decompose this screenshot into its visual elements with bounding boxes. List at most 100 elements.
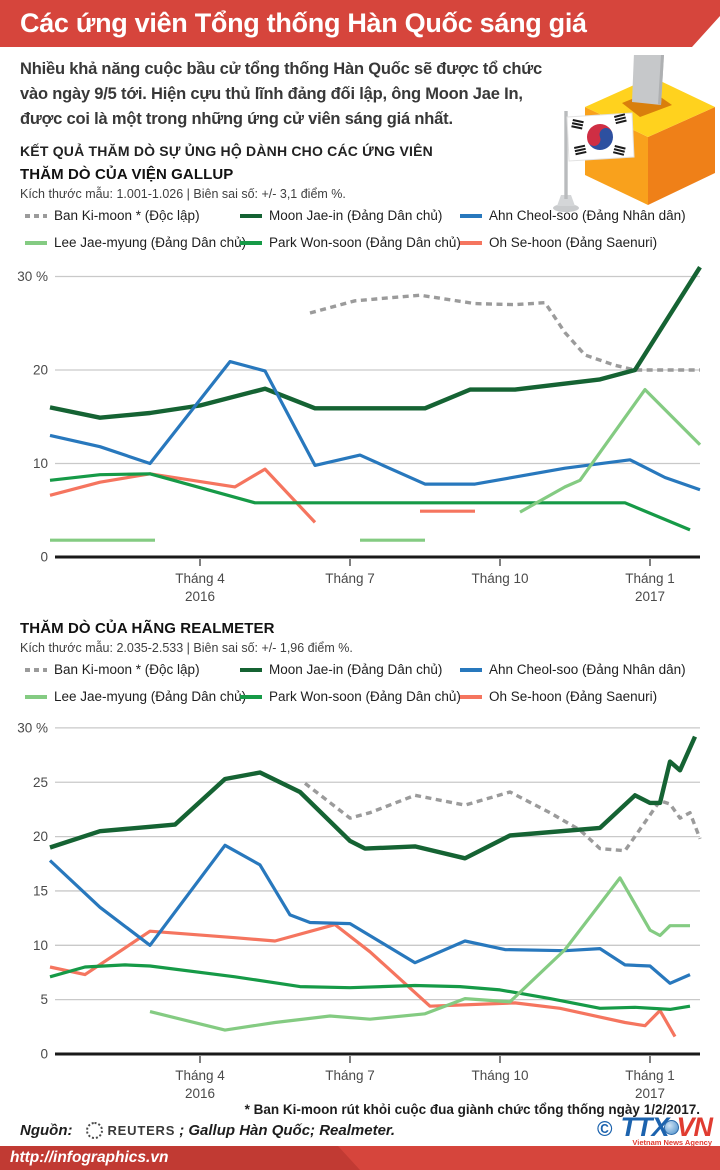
source-label: Nguồn: [20,1122,73,1139]
x-axis-tick-label: Tháng 10 [471,571,528,586]
series-line-moon [49,266,702,420]
line-swatch-icon [240,240,262,245]
y-axis-label: 30 % [17,269,48,284]
series-line-park [49,963,691,1012]
x-axis-year-label: 2017 [635,589,665,604]
x-axis-year-label: 2016 [185,1086,215,1101]
line-swatch-icon [460,694,482,699]
series-line-ahn [48,843,691,985]
flag-trigrams [571,113,627,156]
ttxvn-logo: © TTX VN Vietnam News Agency [597,1112,713,1147]
legend-row: Ban Ki-moon * (Độc lập) Moon Jae-in (Đảng… [25,656,705,683]
legend-item-lee: Lee Jae-myung (Đảng Dân chủ) [25,689,246,704]
legend-row: Lee Jae-myung (Đảng Dân chủ) Park Won-soo… [25,683,705,710]
x-axis-year-label: 2017 [635,1086,665,1101]
footer-bar: http://infographics.vn [0,1146,720,1170]
legend-label: Park Won-soon (Đảng Dân chủ) [269,689,461,704]
y-axis-label: 5 [40,992,48,1007]
vn-text: VN [676,1112,713,1142]
legend-item-oh: Oh Se-hoon (Đảng Saenuri) [460,235,657,250]
x-axis-tick-label: Tháng 4 [175,571,225,586]
realmeter-legend: Ban Ki-moon * (Độc lập) Moon Jae-in (Đảng… [25,656,705,710]
gallup-sample-note: Kích thước mẫu: 1.001-1.026 | Biên sai s… [20,187,346,201]
y-axis-label: 25 [33,775,48,790]
legend-label: Ban Ki-moon * (Độc lập) [54,208,200,223]
series-line-moon [49,735,698,861]
copyright-icon: © [597,1117,613,1141]
legend-label: Oh Se-hoon (Đảng Saenuri) [489,235,658,250]
legend-label: Ban Ki-moon * (Độc lập) [54,662,200,677]
footer-url[interactable]: http://infographics.vn [10,1149,169,1166]
globe-icon [664,1120,680,1135]
line-swatch-icon [240,694,262,699]
line-swatch-icon [240,213,262,218]
legend-item-moon: Moon Jae-in (Đảng Dân chủ) [240,208,460,223]
legend-row: Ban Ki-moon * (Độc lập) Moon Jae-in (Đảng… [25,202,705,229]
legend-item-ban: Ban Ki-moon * (Độc lập) [25,208,240,223]
y-axis-label: 10 [33,938,48,953]
source-row: Nguồn: REUTERS ; Gallup Hàn Quốc; Realme… [20,1122,395,1139]
y-axis-label: 20 [33,829,48,844]
x-axis-year-label: 2016 [185,589,215,604]
realmeter-plot: 0 5 10 15 20 25 30 % Tháng 4 2016 Tháng 7 Tháng 10… [17,720,702,1101]
section-title: KẾT QUẢ THĂM DÒ SỰ ỦNG HỘ DÀNH CHO CÁC Ứ… [20,143,433,159]
flag-pole [564,111,568,199]
x-axis-tick-label: Tháng 7 [325,571,375,586]
page-title: Các ứng viên Tổng thống Hàn Quốc sáng gi… [20,8,587,38]
legend-item-ahn: Ahn Cheol-soo (Đảng Nhân dân) [460,662,686,677]
legend-item-ban: Ban Ki-moon * (Độc lập) [25,662,240,677]
x-axis-tick-label: Tháng 1 [625,1068,675,1083]
reuters-logo: REUTERS [86,1122,175,1139]
ballot-paper-edge [658,55,664,105]
legend-item-lee: Lee Jae-myung (Đảng Dân chủ) [25,235,246,250]
reuters-globe-icon [86,1122,104,1139]
legend-label: Moon Jae-in (Đảng Dân chủ) [269,662,443,677]
x-axis-tick-label: Tháng 7 [325,1068,375,1083]
series-line-lee [149,876,690,1032]
y-axis-label: 0 [40,550,48,565]
legend-item-oh: Oh Se-hoon (Đảng Saenuri) [460,689,657,704]
legend-label: Ahn Cheol-soo (Đảng Nhân dân) [489,662,686,677]
x-axis-tick-label: Tháng 1 [625,571,675,586]
dashed-line-swatch-icon [25,667,47,672]
ballot-paper [632,55,664,105]
legend-label: Lee Jae-myung (Đảng Dân chủ) [54,235,247,250]
source-list: ; Gallup Hàn Quốc; Realmeter. [179,1122,396,1139]
series-line-lee [519,388,702,514]
line-swatch-icon [460,667,482,672]
realmeter-chart-title: THĂM DÒ CỦA HÃNG REALMETER [20,620,275,637]
line-swatch-icon [25,240,47,245]
series-line-park [49,472,691,532]
legend-item-park: Park Won-soon (Đảng Dân chủ) [240,689,461,704]
y-axis-label: 20 [33,363,48,378]
legend-label: Moon Jae-in (Đảng Dân chủ) [269,208,443,223]
legend-label: Lee Jae-myung (Đảng Dân chủ) [54,689,247,704]
legend-item-moon: Moon Jae-in (Đảng Dân chủ) [240,662,460,677]
header-bar: Các ứng viên Tổng thống Hàn Quốc sáng gi… [0,0,720,47]
line-swatch-icon [460,213,482,218]
ttxvn-wordmark: TTX VN Vietnam News Agency [620,1112,713,1147]
series-line-oh [49,922,677,1038]
x-axis-tick-label: Tháng 10 [471,1068,528,1083]
line-swatch-icon [25,694,47,699]
legend-label: Ahn Cheol-soo (Đảng Nhân dân) [489,208,686,223]
x-axis-tick-label: Tháng 4 [175,1068,225,1083]
legend-row: Lee Jae-myung (Đảng Dân chủ) Park Won-soo… [25,229,705,256]
legend-item-ahn: Ahn Cheol-soo (Đảng Nhân dân) [460,208,686,223]
ballot-box-illustration [553,55,715,212]
ballot-box-side-face [648,107,715,205]
intro-text: Nhiều khả năng cuộc bầu cử tổng thống Hà… [20,60,542,128]
gallup-legend: Ban Ki-moon * (Độc lập) Moon Jae-in (Đảng… [25,202,705,256]
dashed-line-swatch-icon [25,213,47,218]
y-axis-label: 15 [33,883,48,898]
line-swatch-icon [460,240,482,245]
legend-label: Park Won-soon (Đảng Dân chủ) [269,235,461,250]
footer-trapezoid [0,1146,360,1170]
y-axis-label: 0 [40,1047,48,1062]
gallup-chart-title: THĂM DÒ CỦA VIỆN GALLUP [20,166,234,183]
series-line-oh [49,467,317,524]
line-swatch-icon [240,667,262,672]
legend-label: Oh Se-hoon (Đảng Saenuri) [489,689,658,704]
flag-base-cone [557,195,575,206]
y-axis-label: 30 % [17,720,48,735]
